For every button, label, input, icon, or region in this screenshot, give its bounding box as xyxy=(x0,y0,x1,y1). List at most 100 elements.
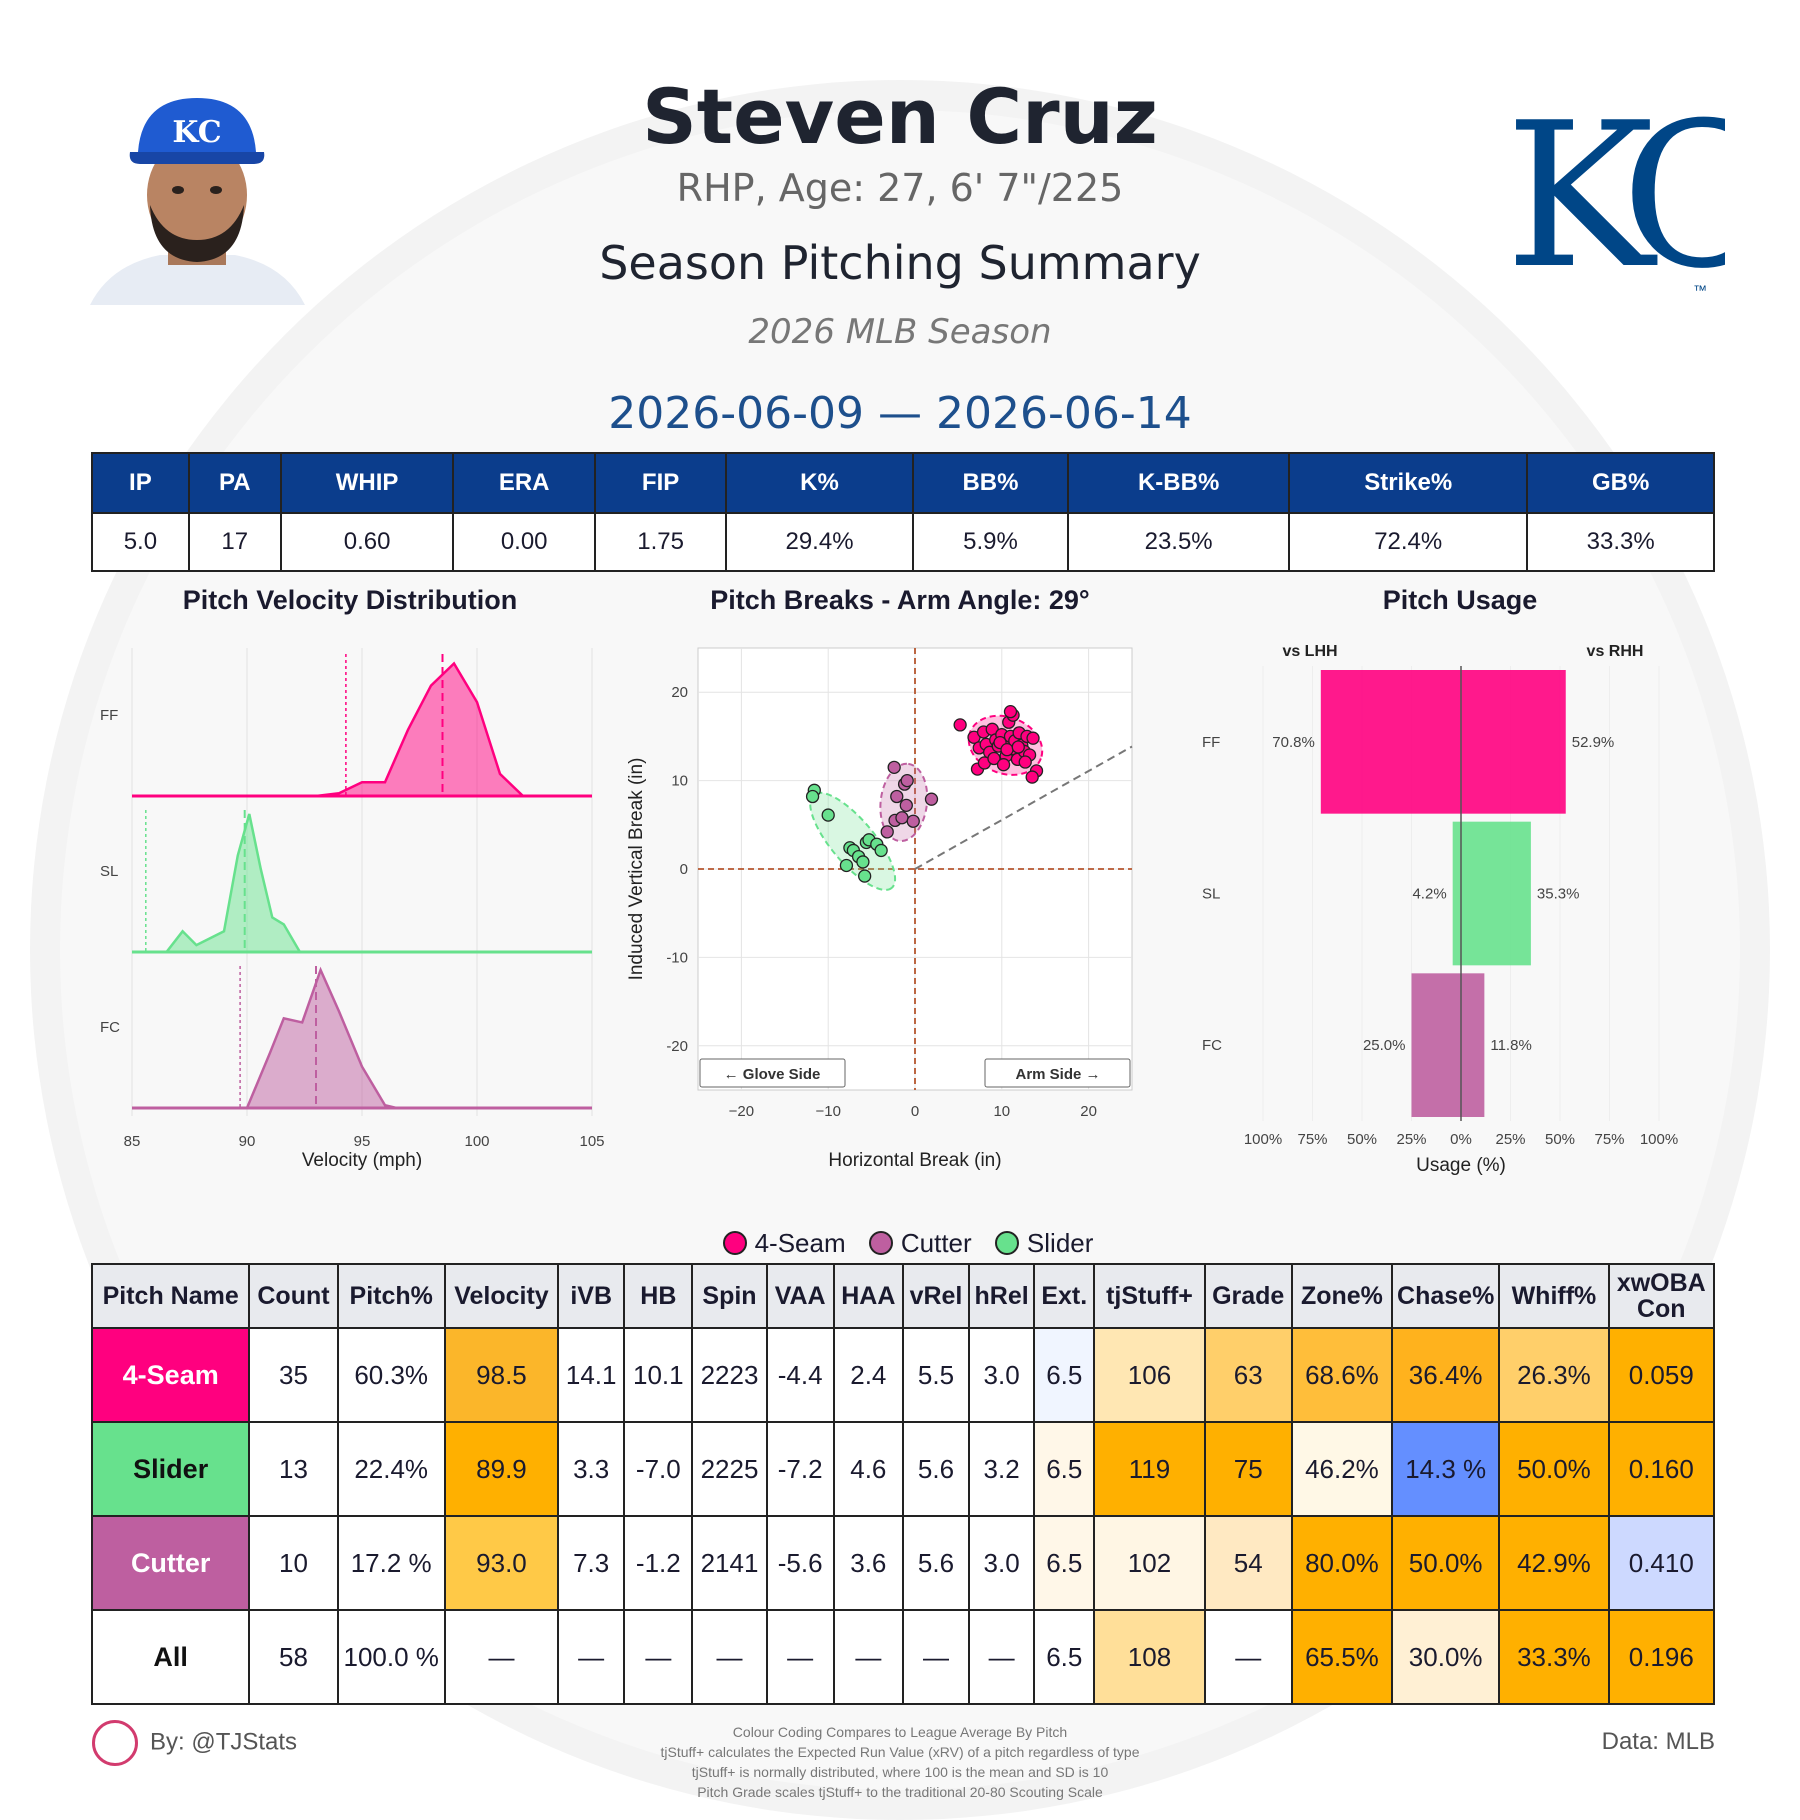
usage-panel: Pitch Usage 100% 75% 50% 25% 0% 25% 50% 75% 100%… xyxy=(1190,585,1730,1190)
pitch-point-cutter xyxy=(895,811,909,825)
pitch-cell-hrel: 3.0 xyxy=(968,1515,1036,1611)
glove-side-box xyxy=(699,1058,846,1088)
x-axis-label: Velocity (mph) xyxy=(302,1150,422,1171)
pitch-point-4-seam xyxy=(1018,755,1032,769)
season-label: 2026 MLB Season xyxy=(748,312,1052,352)
pitch-arsenal-table: Pitch Name Count Pitch% Velocity iVB HB Spin VA… xyxy=(90,1263,1716,1705)
stats-value-bb-pct: 5.9% xyxy=(911,512,1070,572)
pitch-cell-zone-: 46.2% xyxy=(1290,1421,1394,1517)
pitch-cell-zone-: 65.5% xyxy=(1290,1609,1394,1705)
x-tick-label: 100% xyxy=(1244,1131,1282,1148)
stats-value-fip: 1.75 xyxy=(593,512,728,572)
x-tick-label: 25% xyxy=(1396,1131,1426,1148)
pitch-point-cutter xyxy=(899,798,913,813)
pitch-cell-hb: — xyxy=(623,1609,694,1705)
pitch-cell-vrel: 5.6 xyxy=(901,1421,971,1517)
usage-chart: 100% 75% 50% 25% 0% 25% 50% 75% 100% Usage (%) vs … xyxy=(1202,643,1678,1176)
tjstats-logo-icon xyxy=(92,1720,138,1766)
usage-bar-rhh-fc xyxy=(1461,973,1485,1117)
pitch-cell-whiff-: 50.0% xyxy=(1498,1421,1610,1517)
usage-title: Pitch Usage xyxy=(1382,585,1538,615)
pitch-cell-velocity: — xyxy=(443,1609,560,1705)
category-label-sl: SL xyxy=(1202,886,1220,903)
pitch-cell-tjstuff-: 119 xyxy=(1093,1421,1206,1517)
stats-value-gb-pct: 33.3% xyxy=(1526,512,1715,572)
series-label-sl: SL xyxy=(100,863,118,880)
y-tick-label: 10 xyxy=(671,773,688,790)
pitch-legend: 4-Seam Cutter Slider xyxy=(0,1228,1800,1259)
pitch-point-4-seam xyxy=(1000,743,1014,757)
x-tick-label: 100 xyxy=(464,1133,489,1150)
pitch-cell-xwoba-con: 0.059 xyxy=(1607,1327,1716,1423)
x-tick-label: 100% xyxy=(1640,1131,1678,1148)
pitch-cell-ivb: 14.1 xyxy=(557,1327,626,1423)
stats-header-k-pct: K% xyxy=(725,452,914,514)
x-tick-label: 0% xyxy=(1450,1131,1472,1148)
pitch-cell-hrel: 3.2 xyxy=(968,1421,1036,1517)
pitch-cell-spin: 2225 xyxy=(691,1421,768,1517)
pitch-name-cell: Cutter xyxy=(90,1515,251,1611)
pitch-cell-hrel: 3.0 xyxy=(968,1327,1036,1423)
pitch-table-header-haa: HAA xyxy=(832,1263,904,1329)
table-row: 4-Seam 35 60.3% 98.5 14.1 10.1 2223 -4.4 2.4 5.5 3… xyxy=(90,1327,1716,1423)
pitch-cell-vaa: — xyxy=(765,1609,835,1705)
pitch-cell-count: 10 xyxy=(248,1515,339,1611)
pitch-cell-tjstuff-: 102 xyxy=(1093,1515,1206,1611)
stats-value-pa: 17 xyxy=(187,512,282,572)
legend-label-cutter: Cutter xyxy=(900,1228,972,1258)
x-tick-label: 50% xyxy=(1347,1131,1377,1148)
data-source: Data: MLB xyxy=(1601,1728,1715,1755)
section-title: Season Pitching Summary xyxy=(599,236,1201,290)
pitch-point-slider xyxy=(805,789,820,804)
pitch-point-4-seam xyxy=(1025,770,1039,784)
breaks-panel: Pitch Breaks - Arm Angle: 29° −20 −10 0 10 2… xyxy=(620,585,1180,1190)
table-row: Slider 13 22.4% 89.9 3.3 -7.0 2225 -7.2 4.6 5.6 3.… xyxy=(90,1421,1716,1517)
pitch-table-header-chase-: Chase% xyxy=(1391,1263,1501,1329)
pitch-point-4-seam xyxy=(1026,731,1040,745)
stats-value-ip: 5.0 xyxy=(91,512,190,572)
pitch-table-header-whiff-: Whiff% xyxy=(1498,1263,1610,1329)
legend-marker-slider xyxy=(994,1231,1019,1255)
pitch-cell-grade: 75 xyxy=(1203,1421,1293,1517)
pitch-cell-vrel: 5.6 xyxy=(901,1515,971,1611)
credit-text: By: @TJStats xyxy=(150,1728,298,1756)
pitch-cell-spin: 2223 xyxy=(691,1327,768,1423)
stats-header-gb-pct: GB% xyxy=(1526,452,1715,514)
stats-value-strike-pct: 72.4% xyxy=(1288,512,1529,572)
pitch-table-header-xwoba-con: xwOBA Con xyxy=(1607,1263,1716,1329)
stats-header-fip: FIP xyxy=(593,452,728,514)
legend-marker-cutter xyxy=(868,1231,893,1255)
pitch-table-header-hrel: hRel xyxy=(968,1263,1036,1329)
pitch-cell-grade: 63 xyxy=(1203,1327,1293,1423)
x-tick-label: 105 xyxy=(579,1133,604,1150)
pitch-cell-pitch-: 22.4% xyxy=(336,1421,446,1517)
velocity-title: Pitch Velocity Distribution xyxy=(182,585,518,615)
pitch-cell-ivb: — xyxy=(557,1609,626,1705)
pitch-cell-spin: 2141 xyxy=(691,1515,768,1611)
pitch-table-header-vrel: vRel xyxy=(901,1263,971,1329)
stats-header-pa: PA xyxy=(187,452,282,514)
x-tick-label: 0 xyxy=(911,1103,919,1120)
pitch-cell-ivb: 3.3 xyxy=(557,1421,626,1517)
usage-bar-lhh-sl xyxy=(1452,821,1461,966)
x-axis-label: Horizontal Break (in) xyxy=(828,1150,1001,1171)
footer-note: Colour Coding Compares to League Average… xyxy=(732,1724,1068,1740)
pitch-cell-grade: — xyxy=(1203,1609,1293,1705)
usage-bar-rhh-sl xyxy=(1461,821,1531,966)
pitch-cell-ext-: 6.5 xyxy=(1033,1515,1096,1611)
pitch-cell-whiff-: 26.3% xyxy=(1498,1327,1610,1423)
x-axis-label: Usage (%) xyxy=(1416,1155,1506,1176)
x-tick-label: 85 xyxy=(124,1133,141,1150)
pitch-cell-hrel: — xyxy=(968,1609,1036,1705)
pitch-table-header-ext-: Ext. xyxy=(1033,1263,1096,1329)
pitch-table-header-grade: Grade xyxy=(1203,1263,1293,1329)
pitch-cell-vaa: -7.2 xyxy=(765,1421,835,1517)
pitch-cell-hb: -1.2 xyxy=(623,1515,694,1611)
stats-value-whip: 0.60 xyxy=(279,512,455,572)
pitch-cell-pitch-: 60.3% xyxy=(336,1327,446,1423)
pitch-table-header-ivb: iVB xyxy=(557,1263,626,1329)
pitch-name-cell: All xyxy=(90,1609,251,1705)
pitch-cell-vaa: -4.4 xyxy=(765,1327,835,1423)
usage-bar-rhh-ff xyxy=(1461,670,1566,814)
pitch-cell-ext-: 6.5 xyxy=(1033,1609,1096,1705)
